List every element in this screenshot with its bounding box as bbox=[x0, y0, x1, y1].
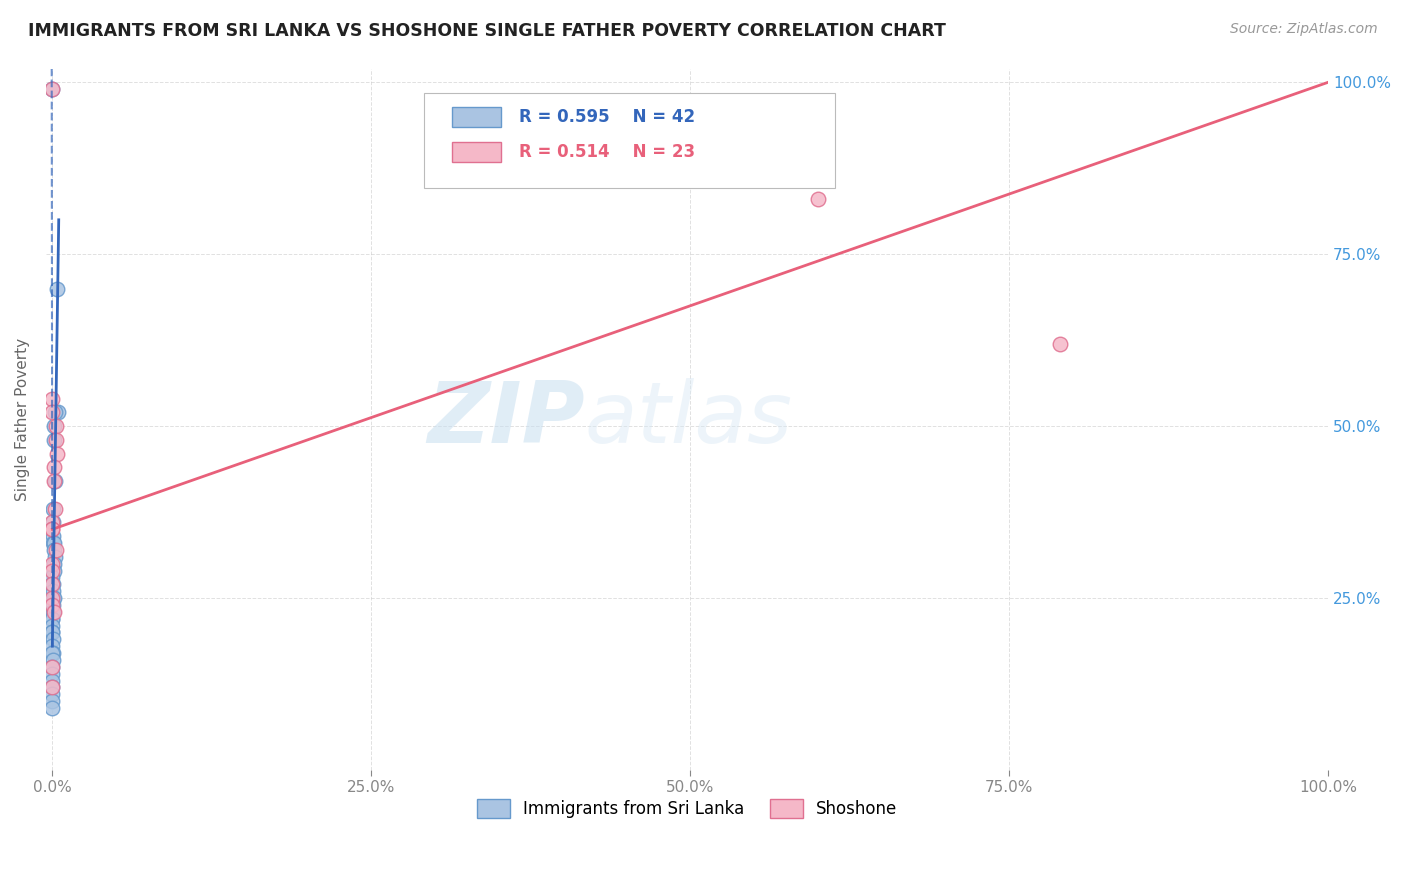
Point bbox=[42, 591, 65, 605]
Point bbox=[41, 577, 63, 591]
Point bbox=[41, 392, 63, 406]
Point bbox=[42, 584, 65, 599]
Point bbox=[46, 447, 69, 461]
Point bbox=[41, 522, 63, 536]
Point bbox=[1049, 336, 1071, 351]
Point bbox=[41, 646, 63, 660]
Point bbox=[41, 625, 63, 640]
Point bbox=[41, 591, 63, 605]
Y-axis label: Single Father Poverty: Single Father Poverty bbox=[15, 338, 30, 500]
Point bbox=[41, 405, 63, 419]
Point bbox=[41, 598, 63, 612]
Text: R = 0.595    N = 42: R = 0.595 N = 42 bbox=[519, 108, 695, 126]
Point bbox=[41, 529, 63, 543]
Text: IMMIGRANTS FROM SRI LANKA VS SHOSHONE SINGLE FATHER POVERTY CORRELATION CHART: IMMIGRANTS FROM SRI LANKA VS SHOSHONE SI… bbox=[28, 22, 946, 40]
Point bbox=[41, 687, 63, 701]
Point bbox=[41, 681, 63, 695]
Point bbox=[42, 460, 65, 475]
Legend: Immigrants from Sri Lanka, Shoshone: Immigrants from Sri Lanka, Shoshone bbox=[470, 792, 904, 825]
Point bbox=[41, 82, 63, 96]
Point bbox=[41, 82, 63, 96]
Point bbox=[45, 419, 67, 434]
Point bbox=[45, 543, 67, 558]
Point bbox=[44, 474, 66, 488]
Point bbox=[44, 549, 66, 564]
FancyBboxPatch shape bbox=[425, 93, 835, 188]
Point bbox=[41, 618, 63, 632]
Point bbox=[44, 405, 66, 419]
Point bbox=[42, 564, 65, 578]
Point bbox=[42, 433, 65, 447]
Point bbox=[42, 474, 65, 488]
Text: R = 0.514    N = 23: R = 0.514 N = 23 bbox=[519, 143, 695, 161]
Point bbox=[42, 516, 65, 530]
Point bbox=[41, 681, 63, 695]
Point bbox=[42, 632, 65, 647]
Point bbox=[41, 605, 63, 619]
Point bbox=[41, 673, 63, 688]
Point bbox=[41, 660, 63, 674]
Text: atlas: atlas bbox=[585, 377, 793, 461]
Point bbox=[42, 653, 65, 667]
Point bbox=[41, 557, 63, 571]
Point bbox=[42, 591, 65, 605]
Point bbox=[45, 433, 67, 447]
Point bbox=[42, 646, 65, 660]
Point bbox=[807, 192, 830, 206]
Point bbox=[42, 605, 65, 619]
FancyBboxPatch shape bbox=[453, 107, 501, 127]
Point bbox=[42, 577, 65, 591]
Point bbox=[41, 701, 63, 715]
Point bbox=[42, 536, 65, 550]
Point bbox=[42, 557, 65, 571]
Text: ZIP: ZIP bbox=[427, 377, 585, 461]
Point bbox=[41, 612, 63, 626]
Point bbox=[41, 605, 63, 619]
Point bbox=[42, 543, 65, 558]
Point bbox=[41, 570, 63, 584]
Point bbox=[41, 625, 63, 640]
Point bbox=[42, 536, 65, 550]
Point bbox=[41, 598, 63, 612]
Point bbox=[41, 660, 63, 674]
Point bbox=[41, 564, 63, 578]
Point bbox=[42, 501, 65, 516]
Point bbox=[41, 577, 63, 591]
Point bbox=[46, 405, 69, 419]
Point bbox=[42, 419, 65, 434]
Point bbox=[41, 612, 63, 626]
Point bbox=[41, 694, 63, 708]
Point bbox=[44, 501, 66, 516]
Point bbox=[45, 282, 67, 296]
Point bbox=[41, 516, 63, 530]
Text: Source: ZipAtlas.com: Source: ZipAtlas.com bbox=[1230, 22, 1378, 37]
Point bbox=[41, 639, 63, 653]
Point bbox=[41, 666, 63, 681]
FancyBboxPatch shape bbox=[453, 142, 501, 161]
Point bbox=[41, 522, 63, 536]
